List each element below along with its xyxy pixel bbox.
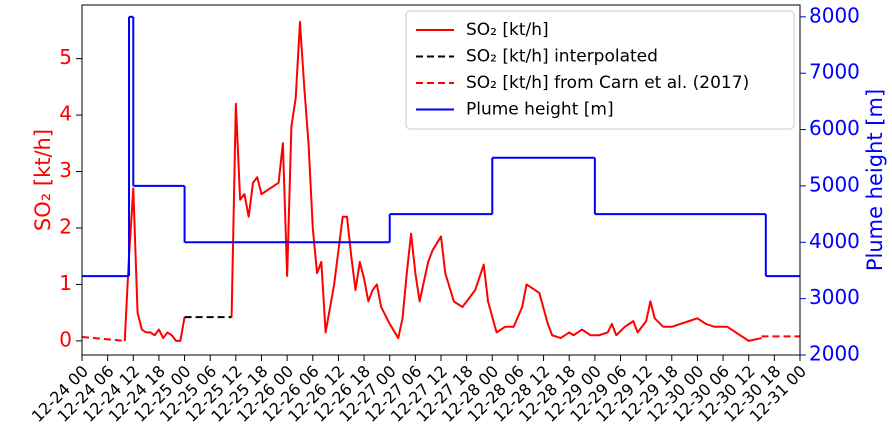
legend-label: Plume height [m]	[466, 100, 614, 120]
plot-frame	[81, 4, 801, 356]
legend-label: SO₂ [kt/h] interpolated	[466, 47, 658, 67]
y2-tick-label: 4000	[809, 229, 860, 253]
y2-tick-label: 5000	[809, 172, 860, 196]
y2-tick-label: 7000	[809, 60, 860, 84]
y2-tick-label: 2000	[809, 342, 860, 366]
y-tick-label: 3	[59, 158, 72, 182]
y-tick-label: 0	[59, 327, 72, 351]
y2-tick-label: 6000	[809, 116, 860, 140]
legend-box	[405, 10, 795, 130]
y2-tick-label: 3000	[809, 285, 860, 309]
plot-area	[81, 15, 800, 342]
legend-label: SO₂ [kt/h] from Carn et al. (2017)	[466, 73, 749, 93]
y2-tick-label: 8000	[809, 3, 860, 27]
y-tick-label: 5	[59, 45, 72, 69]
series-line	[123, 20, 762, 342]
y2-axis-label: Plume height [m]	[863, 89, 887, 271]
y-tick-label: 1	[59, 271, 72, 295]
series-line	[81, 335, 800, 342]
legend: SO₂ [kt/h] SO₂ [kt/h] interpolated SO₂ [kt…	[405, 10, 795, 130]
legend-label: SO₂ [kt/h]	[466, 20, 549, 40]
y-tick-label: 4	[59, 102, 72, 126]
y-axis-label: SO₂ [kt/h]	[31, 129, 55, 231]
y-tick-label: 2	[59, 214, 72, 238]
